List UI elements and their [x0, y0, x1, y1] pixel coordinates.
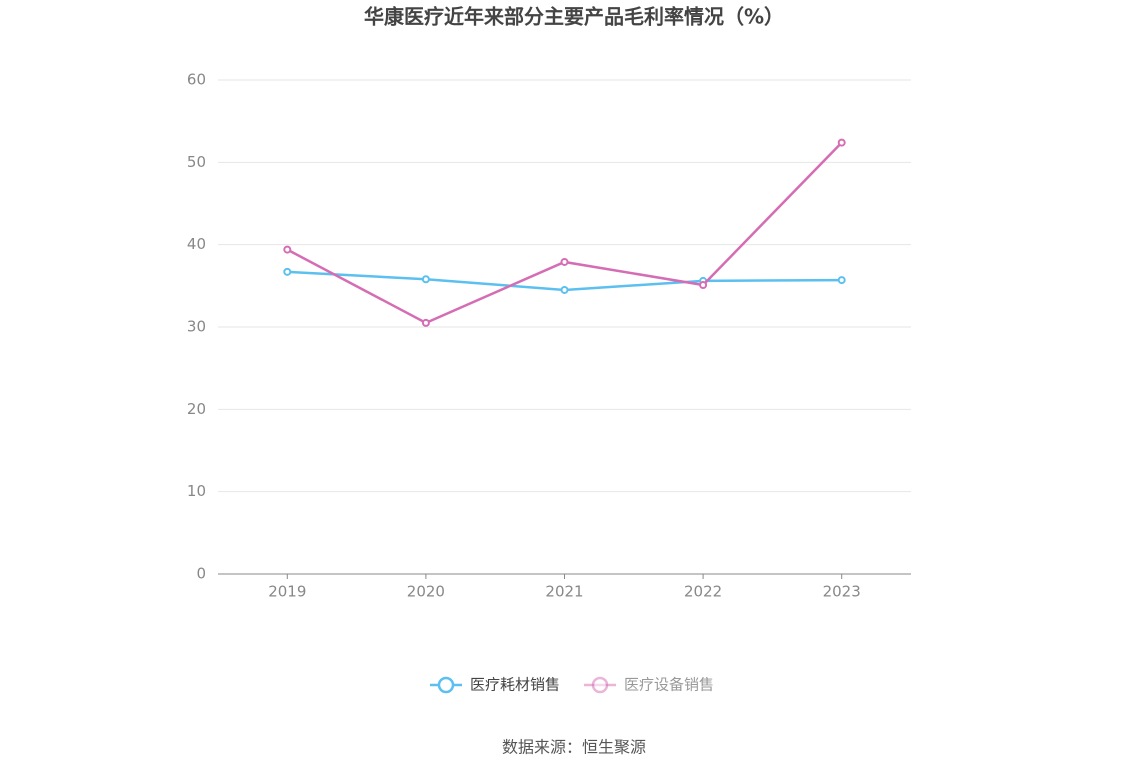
legend-label: 医疗设备销售 [624, 676, 714, 694]
x-tick-label: 2022 [684, 583, 722, 601]
x-tick-label: 2020 [407, 583, 445, 601]
x-tick-label: 2019 [268, 583, 306, 601]
point [560, 257, 569, 266]
y-tick-label: 30 [187, 318, 206, 336]
x-tick-label: 2023 [823, 583, 861, 601]
point [421, 275, 430, 284]
point [421, 318, 430, 327]
legend-label: 医疗耗材销售 [470, 676, 560, 694]
point [283, 267, 292, 276]
point [699, 281, 708, 290]
source: 数据来源：恒生聚源 [502, 738, 646, 757]
legend-marker [591, 676, 609, 694]
y-tick-label: 60 [187, 71, 206, 89]
x-tick-label: 2021 [545, 583, 583, 601]
chart-title: 华康医疗近年来部分主要产品毛利率情况（%） [364, 5, 784, 29]
point [560, 285, 569, 294]
line [286, 141, 843, 325]
y-tick-label: 0 [196, 565, 206, 583]
legend-marker [437, 676, 455, 694]
y-tick-label: 50 [187, 153, 206, 171]
point [837, 276, 846, 285]
point [283, 245, 292, 254]
point [837, 138, 846, 147]
y-tick-label: 10 [187, 482, 206, 500]
y-tick-label: 40 [187, 235, 206, 253]
y-tick-label: 20 [187, 400, 206, 418]
